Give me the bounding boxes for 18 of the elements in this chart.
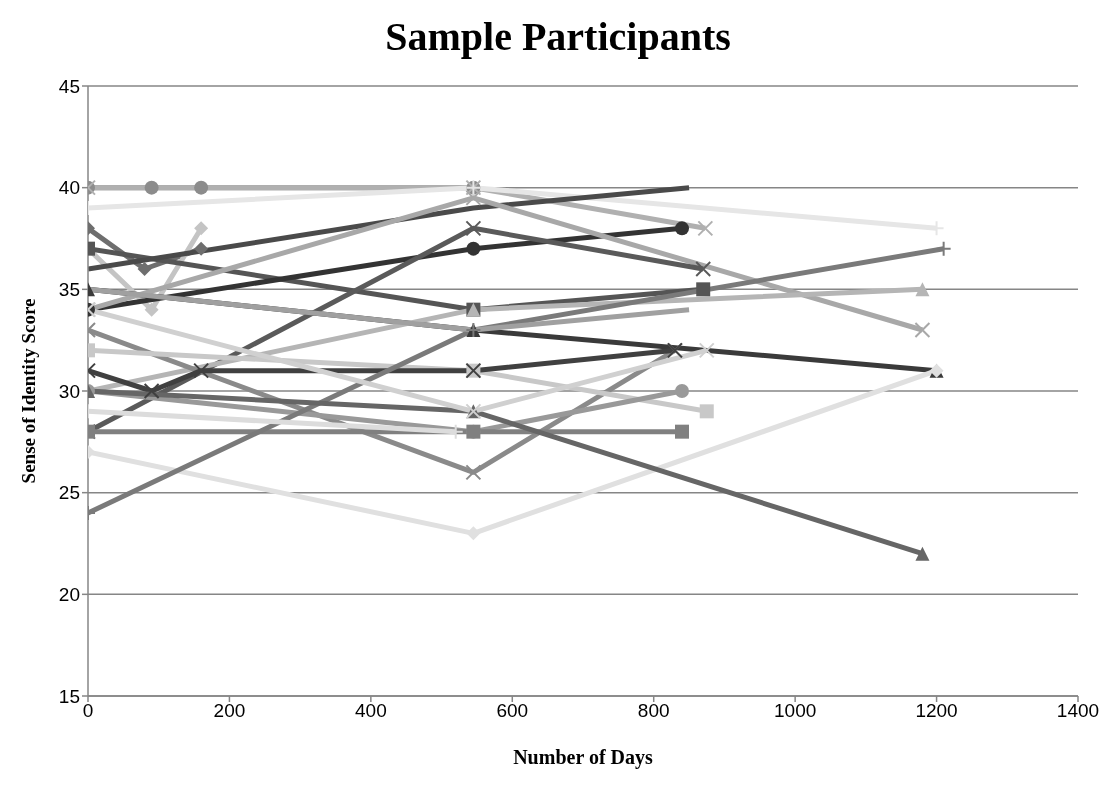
y-tick-label: 45	[58, 75, 80, 97]
x-tick-label: 0	[82, 700, 94, 722]
x-tick-label: 1400	[1056, 700, 1100, 722]
x-tick-label: 600	[496, 700, 529, 722]
y-tick-label: 15	[58, 685, 80, 707]
y-tick-label: 40	[58, 177, 80, 199]
y-tick-label: 25	[58, 482, 80, 504]
x-tick-label: 400	[355, 700, 387, 722]
x-tick-label: 1200	[915, 700, 958, 722]
y-tick-label: 20	[58, 584, 80, 606]
y-tick-label: 35	[58, 279, 80, 301]
y-axis-title: Sense of Identity Score	[17, 298, 39, 484]
x-tick-label: 200	[213, 700, 246, 722]
chart-title: Sample Participants	[384, 13, 732, 61]
y-tick-label: 30	[58, 380, 80, 402]
x-tick-label: 800	[637, 700, 670, 722]
x-axis-title: Number of Days	[513, 746, 654, 769]
x-tick-label: 1000	[774, 700, 817, 722]
